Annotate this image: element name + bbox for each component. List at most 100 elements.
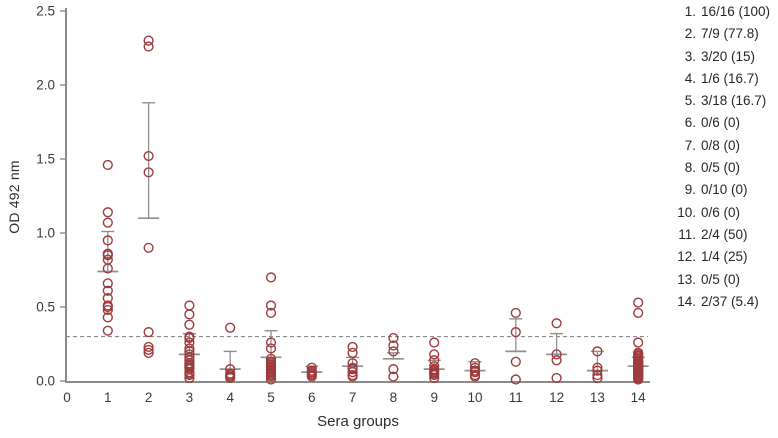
data-point-circle [633,374,644,385]
legend-entry: 1. 16/16 (100) [660,1,778,23]
legend-entry: 7. 0/8 (0) [660,135,778,157]
data-point-circle [510,356,521,367]
data-point-circle [143,242,154,253]
data-point-circle [102,312,113,323]
data-point-circle [347,341,358,353]
legend-entry-value: 0/10 (0) [701,182,748,198]
x-tick-label: 1 [104,390,112,405]
legend-entry-value: 0/8 (0) [701,137,741,153]
data-point-circle [102,250,113,261]
x-tick-label: 13 [590,390,605,405]
data-point-circle [143,341,154,353]
data-point-circle [429,372,440,384]
legend-entry: 2. 7/9 (77.8) [660,23,778,45]
legend-entry: 3. 3/20 (15) [660,46,778,68]
data-point-circle [143,150,154,162]
data-point-circle [306,371,317,382]
data-point-circle [551,372,562,384]
legend-entry-number: 8. [684,160,696,176]
data-point-circle [184,300,195,311]
x-tick-label: 10 [467,390,482,405]
data-point-circle [102,235,113,246]
data-point-circle [184,309,195,320]
legend-entry: 4. 1/6 (16.7) [660,68,778,90]
data-point-circle [143,41,154,52]
y-axis-title: OD 492 nm [6,160,22,234]
x-tick-label: 4 [226,390,234,405]
data-point-circle [510,327,521,338]
data-point-circle [633,337,644,348]
y-tick-label: 1.0 [36,226,55,241]
data-point-circle [143,327,154,338]
data-point-circle [265,371,277,382]
data-point-circle [265,307,277,319]
x-tick-label: 5 [267,390,275,405]
legend-entry-value: 0/5 (0) [701,160,741,176]
data-point-circle [510,307,521,319]
legend-entry-number: 6. [684,115,696,131]
data-point-circle [102,207,113,218]
x-tick-label: 14 [631,390,647,405]
legend-entry-value: 2/37 (5.4) [701,293,759,309]
legend-entry-number: 13. [677,271,696,287]
x-tick-label: 11 [509,390,523,405]
data-point-circle [143,167,154,178]
data-point-circle [102,325,113,336]
data-point-circle [388,364,399,375]
legend-entry-value: 3/20 (15) [701,48,756,64]
y-tick-label: 0.0 [36,374,55,389]
data-point-circle [265,337,277,348]
data-point-circle [102,159,113,171]
data-point-circle [265,343,277,354]
data-point-circle [551,355,562,366]
legend-entry-number: 5. [684,93,696,109]
legend-entry: 13. 0/5 (0) [660,269,778,291]
legend-entry-value: 0/6 (0) [701,115,741,131]
x-tick-label: 8 [390,390,398,405]
legend-entry-number: 7. [684,137,696,153]
legend-entry: 12. 1/4 (25) [660,246,778,268]
data-point-circle [143,344,154,356]
legend-entry: 8. 0/5 (0) [660,157,778,179]
data-point-circle [265,300,277,311]
data-point-circle [102,285,113,296]
data-point-circle [469,371,481,382]
data-point-circle [592,346,603,357]
data-point-circle [347,367,358,378]
results-legend: 1. 16/16 (100) 2. 7/9 (77.8) 3. 3/20 (15) 4. 1/… [660,1,778,313]
data-point-circle [265,272,277,283]
legend-entry: 6. 0/6 (0) [660,112,778,134]
x-tick-label: 12 [549,390,564,405]
x-tick-label: 9 [430,390,438,405]
legend-entry: 9. 0/10 (0) [660,179,778,201]
y-tick-label: 1.5 [36,152,55,167]
legend-entry: 10. 0/6 (0) [660,202,778,224]
legend-entry-number: 9. [684,182,696,198]
data-point-circle [551,349,562,360]
legend-entry-value: 1/4 (25) [701,249,748,265]
data-point-circle [225,372,236,384]
data-point-circle [388,340,399,351]
data-point-circle [102,301,113,313]
data-point-circle [592,369,603,381]
data-point-circle [388,346,399,357]
legend-entry-value: 16/16 (100) [701,4,771,19]
data-point-circle [347,364,358,375]
legend-entry-value: 0/6 (0) [701,204,741,220]
data-point-circle [633,297,644,308]
data-point-circle [469,367,481,378]
y-tick-label: 0.5 [36,300,55,315]
y-tick-label: 2.0 [36,78,55,93]
data-point-circle [102,217,113,228]
legend-entry-number: 4. [684,70,696,86]
data-point-circle [184,332,195,344]
data-point-circle [102,278,113,289]
legend-entry-number: 14. [677,293,696,309]
data-point-circle [429,369,440,381]
x-tick-label: 0 [63,390,71,405]
x-tick-label: 3 [186,390,194,405]
legend-entry-number: 10. [677,204,696,220]
legend-entry-value: 1/6 (16.7) [701,70,759,86]
data-point-circle [592,372,603,384]
